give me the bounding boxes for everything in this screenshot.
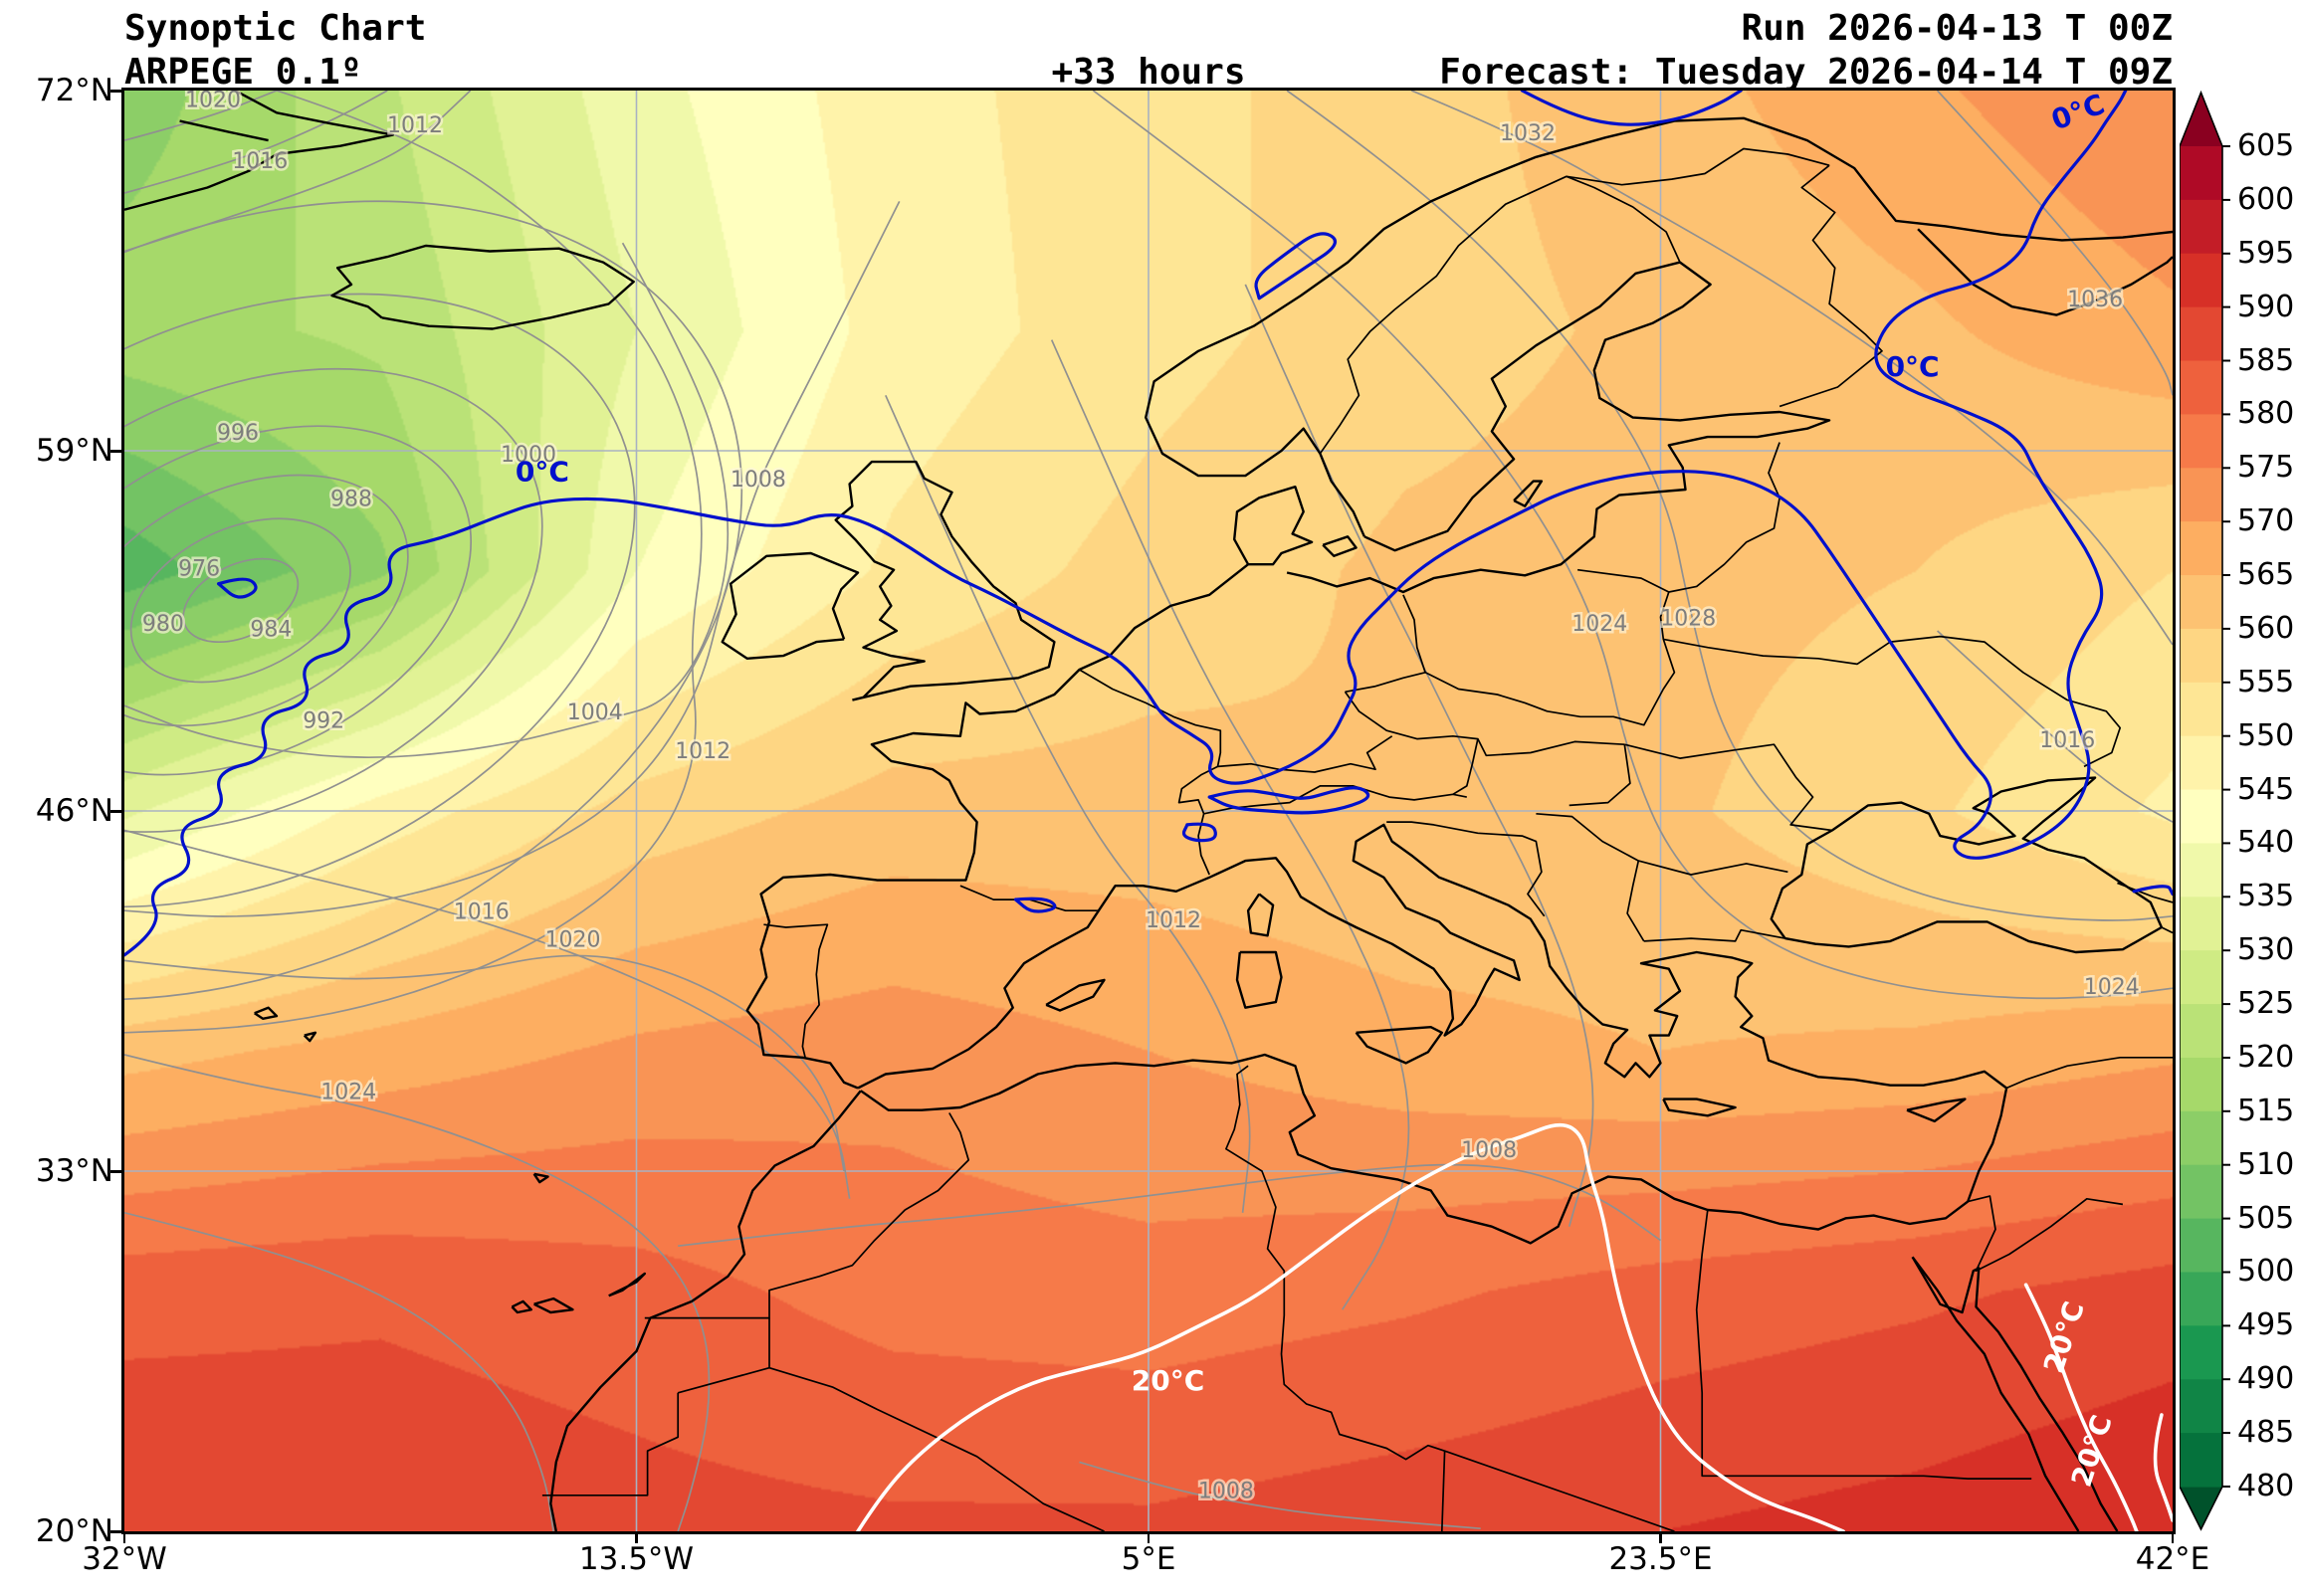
colorbar-bands — [2179, 90, 2230, 1531]
isobar-label: 1004 — [567, 700, 623, 725]
x-axis-tick — [635, 1532, 638, 1543]
isobar-label: 992 — [303, 709, 344, 734]
forecast-label: Forecast: Tuesday 2026-04-14 T 09Z — [1439, 52, 2173, 93]
colorbar-tick-label: 570 — [2237, 503, 2295, 539]
isotherm-20c — [856, 1122, 2173, 1531]
isobar-label: 1012 — [1146, 908, 1201, 933]
isobar-label: 1008 — [731, 468, 786, 493]
colorbar-tick-label: 525 — [2237, 986, 2295, 1022]
colorbar-tick-label: 555 — [2237, 664, 2295, 699]
isobar-contours — [124, 91, 2173, 1531]
y-axis-tick — [110, 1170, 121, 1173]
colorbar-tick-label: 520 — [2237, 1039, 2295, 1075]
colorbar-tick-label: 605 — [2237, 128, 2295, 163]
map-plot: 976 980 984 988 992 996 1000 1004 1008 1012 1012 10… — [121, 88, 2176, 1534]
colorbar-tick-label: 560 — [2237, 610, 2295, 646]
coastlines — [124, 91, 2173, 1531]
colorbar: 605 600 595 590 585 580 575 570 565 560 555 550 545 5… — [2179, 90, 2302, 1531]
x-axis-tick — [1147, 1532, 1151, 1543]
colorbar-tick-label: 575 — [2237, 450, 2295, 486]
isobar-label: 984 — [250, 618, 292, 643]
model-label: ARPEGE 0.1º — [124, 52, 362, 93]
colorbar-tick-label: 510 — [2237, 1146, 2295, 1182]
colorbar-tick-label: 485 — [2237, 1415, 2295, 1451]
isotherm-0c — [124, 91, 2173, 957]
isobar-label: 988 — [330, 488, 372, 512]
isobar-label: 1000 — [501, 443, 556, 468]
x-axis-tick — [122, 1532, 126, 1543]
colorbar-tick-label: 490 — [2237, 1361, 2295, 1397]
colorbar-tick-label: 515 — [2237, 1093, 2295, 1128]
isobar-label: 1024 — [2084, 975, 2140, 1000]
colorbar-tick-label: 600 — [2237, 181, 2295, 217]
y-axis-tick-label: 59°N — [35, 433, 113, 469]
colorbar-tick-label: 500 — [2237, 1254, 2295, 1290]
colorbar-tick-label: 535 — [2237, 879, 2295, 914]
y-axis-tick-label: 72°N — [35, 73, 113, 108]
isotherm-label: 0°C — [516, 456, 569, 489]
isobar-label: 1024 — [1571, 612, 1627, 637]
y-axis-tick-label: 33°N — [35, 1153, 113, 1189]
colorbar-tick-label: 585 — [2237, 342, 2295, 378]
isobar-label: 976 — [178, 556, 220, 581]
isobar-label: 1016 — [232, 149, 288, 174]
x-axis-tick-label: 5°E — [1121, 1541, 1176, 1577]
isobar-label: 1020 — [185, 91, 241, 113]
y-axis-tick — [110, 810, 121, 813]
x-axis-tick — [2171, 1532, 2175, 1543]
colorbar-tick-label: 495 — [2237, 1307, 2295, 1343]
y-axis-tick-label: 20°N — [35, 1513, 113, 1549]
isobar-label: 1012 — [675, 739, 731, 764]
isobar-label: 996 — [217, 421, 259, 446]
colorbar-tick-label: 580 — [2237, 396, 2295, 432]
x-axis-tick-label: 32°W — [82, 1541, 167, 1577]
colorbar-tick-label: 565 — [2237, 557, 2295, 593]
x-axis-tick-label: 13.5°W — [578, 1541, 695, 1577]
colorbar-tick-label: 545 — [2237, 771, 2295, 807]
isobar-label: 1020 — [545, 927, 601, 952]
y-axis-tick-label: 46°N — [35, 793, 113, 829]
isobar-label: 1016 — [2039, 728, 2095, 753]
graticule — [124, 91, 2173, 1531]
x-axis-tick-label: 23.5°E — [1608, 1541, 1713, 1577]
lead-time-label: +33 hours — [1051, 52, 1246, 93]
isotherm-label: 20°C — [2037, 1297, 2091, 1377]
colorbar-tick-label: 590 — [2237, 289, 2295, 324]
isobar-label: 1008 — [1461, 1138, 1517, 1163]
isobar-label: 980 — [142, 612, 184, 637]
y-axis-tick — [110, 450, 121, 453]
run-label: Run 2026-04-13 T 00Z — [1741, 8, 2173, 49]
isotherm-label: 20°C — [1132, 1364, 1205, 1397]
chart-title: Synoptic Chart — [124, 8, 427, 49]
isobar-label: 1024 — [320, 1081, 376, 1105]
isobar-label: 1036 — [2067, 288, 2123, 312]
x-axis-tick-label: 42°E — [2135, 1541, 2210, 1577]
contour-labels: 976 980 984 988 992 996 1000 1004 1008 1012 1012 10… — [139, 91, 2142, 1506]
isobar-label: 1016 — [454, 900, 510, 925]
x-axis-tick — [1659, 1532, 1662, 1543]
colorbar-tick-label: 595 — [2237, 235, 2295, 271]
map-overlay: 976 980 984 988 992 996 1000 1004 1008 1012 1012 10… — [124, 91, 2173, 1531]
country-borders — [541, 147, 2173, 1531]
colorbar-tick-label: 540 — [2237, 825, 2295, 861]
colorbar-tick-label: 505 — [2237, 1200, 2295, 1236]
y-axis-tick — [110, 1530, 121, 1533]
isobar-label: 1028 — [1660, 606, 1716, 631]
colorbar-tick-label: 530 — [2237, 932, 2295, 968]
isobar-label: 1032 — [1500, 121, 1556, 146]
isobar-label: 1008 — [1198, 1480, 1254, 1504]
colorbar-tick-label: 480 — [2237, 1469, 2295, 1503]
isotherm-label: 0°C — [1886, 350, 1940, 383]
y-axis-tick — [110, 90, 121, 93]
colorbar-tick-label: 550 — [2237, 717, 2295, 753]
isobar-label: 1012 — [387, 113, 443, 138]
